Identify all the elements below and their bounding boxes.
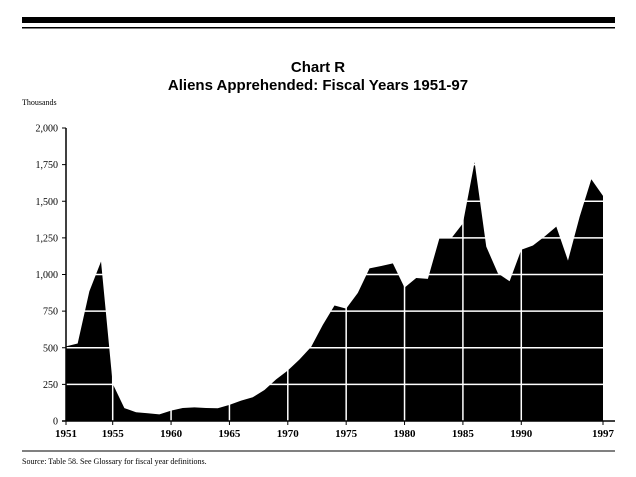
top-rule-thin (22, 27, 615, 29)
y-tick-label: 1,750 (36, 160, 59, 171)
area (66, 162, 603, 421)
x-tick-label: 1965 (218, 428, 241, 440)
chart-title: Chart R (291, 59, 345, 76)
x-tick-label: 1951 (55, 428, 77, 440)
y-tick-label: 750 (43, 307, 58, 318)
top-rule (22, 17, 615, 23)
x-tick-label: 1997 (592, 428, 615, 440)
x-tick-label: 1975 (335, 428, 358, 440)
y-tick-label: 2,000 (36, 124, 59, 135)
x-tick-label: 1960 (160, 428, 183, 440)
source-note: Source: Table 58. See Glossary for fisca… (22, 457, 207, 466)
y-tick-label: 500 (43, 343, 58, 354)
x-tick-label: 1970 (277, 428, 300, 440)
y-tick-label: 1,000 (36, 270, 59, 281)
x-tick-label: 1955 (102, 428, 125, 440)
x-tick-label: 1990 (510, 428, 533, 440)
y-tick-label: 0 (53, 417, 58, 428)
y-tick-label: 1,250 (36, 233, 59, 244)
y-tick-label: 1,500 (36, 197, 59, 208)
x-tick-label: 1980 (394, 428, 417, 440)
y-axis-label: Thousands (22, 98, 57, 107)
y-tick-label: 250 (43, 380, 58, 391)
x-tick-label: 1985 (452, 428, 475, 440)
chart-subtitle: Aliens Apprehended: Fiscal Years 1951-97 (168, 77, 468, 94)
